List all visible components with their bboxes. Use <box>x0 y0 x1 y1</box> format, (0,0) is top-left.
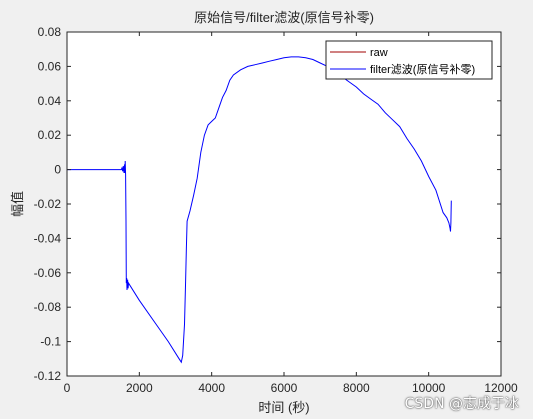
y-tick-label: -0.06 <box>34 266 62 280</box>
watermark: CSDN @志成于冰 <box>404 396 519 412</box>
x-tick-label: 0 <box>64 381 71 395</box>
y-tick-label: 0.04 <box>38 94 62 108</box>
y-tick-label: -0.08 <box>34 300 62 314</box>
y-tick-label: -0.02 <box>34 197 62 211</box>
y-tick-label: -0.12 <box>34 369 62 383</box>
x-tick-label: 10000 <box>412 381 446 395</box>
series-layer <box>67 56 452 364</box>
x-axis-label: 时间 (秒) <box>258 400 309 415</box>
y-tick-label: 0.06 <box>38 59 62 73</box>
plot-area <box>67 32 501 376</box>
x-tick-label: 6000 <box>271 381 298 395</box>
x-tick-label: 2000 <box>126 381 153 395</box>
y-tick-label: -0.1 <box>40 335 61 349</box>
x-axis: 0 2000 4000 6000 8000 10000 12000 <box>64 32 518 395</box>
legend: raw filter滤波(原信号补零) <box>325 40 493 80</box>
x-tick-label: 4000 <box>198 381 225 395</box>
y-tick-label: 0.02 <box>38 128 62 142</box>
legend-filter-label: filter滤波(原信号补零) <box>370 63 475 76</box>
x-tick-label: 12000 <box>484 381 518 395</box>
chart-title: 原始信号/filter滤波(原信号补零) <box>194 10 374 25</box>
x-tick-label: 8000 <box>343 381 370 395</box>
legend-raw-label: raw <box>370 47 388 59</box>
series-line-1 <box>67 56 452 364</box>
y-axis-label: 幅值 <box>10 191 25 217</box>
y-tick-label: 0 <box>54 163 61 177</box>
y-tick-label: -0.04 <box>34 231 62 245</box>
legend-box <box>325 40 493 80</box>
y-axis: -0.12 -0.1 -0.08 -0.06 -0.04 -0.02 0 0.02 0.04 0.… <box>34 25 501 383</box>
y-tick-label: 0.08 <box>38 25 62 39</box>
